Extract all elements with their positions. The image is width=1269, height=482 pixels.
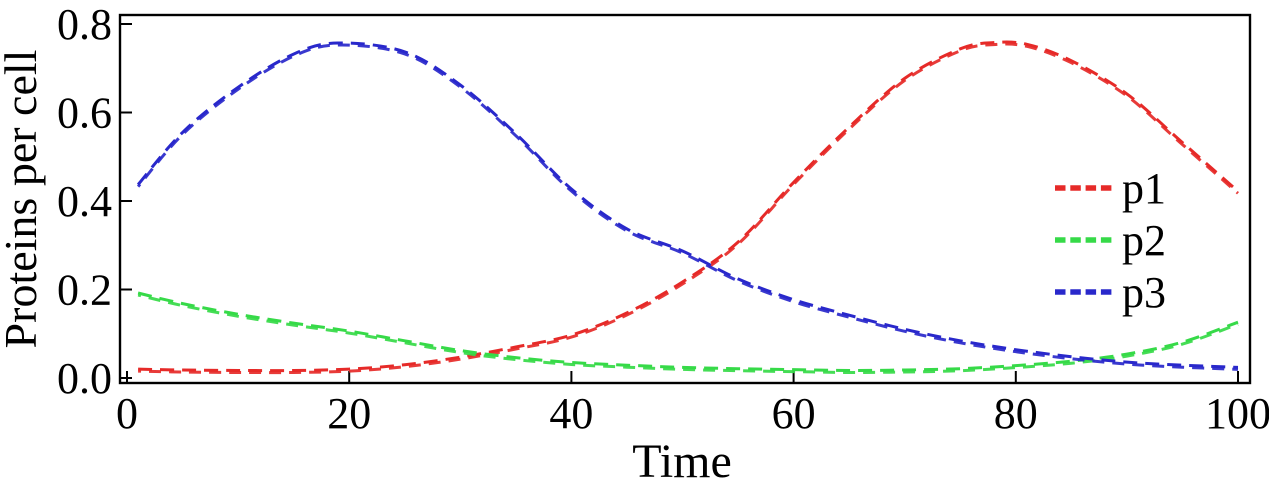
y-tick-label-0.8: 0.8 <box>57 0 112 49</box>
legend-label-p3: p3 <box>1122 268 1166 317</box>
legend-item-p3: p3 <box>1055 268 1166 317</box>
x-tick-label-60: 60 <box>772 389 816 438</box>
plot-frame <box>118 13 1252 385</box>
series-p1-curve <box>138 40 1239 373</box>
series-p3 <box>136 41 1239 371</box>
series-p3-curve-overlay <box>136 43 1239 371</box>
legend-label-p1: p1 <box>1122 164 1166 213</box>
frame-rect <box>118 13 1252 385</box>
series-p2-curve <box>137 291 1239 373</box>
x-tick-label-20: 20 <box>327 389 371 438</box>
x-tick-label-40: 40 <box>549 389 593 438</box>
series-p2 <box>137 291 1239 375</box>
curves <box>136 40 1239 375</box>
x-tick-label-0: 0 <box>116 389 138 438</box>
y-tick-label-0.2: 0.2 <box>57 266 112 315</box>
y-tick-label-0.4: 0.4 <box>57 177 112 226</box>
legend-label-p2: p2 <box>1122 216 1166 265</box>
series-p1 <box>138 40 1239 375</box>
y-tick-label-0.0: 0.0 <box>57 354 112 403</box>
legend-item-p2: p2 <box>1055 216 1166 265</box>
series-p3-curve <box>136 41 1239 369</box>
series-p1-curve-overlay <box>138 42 1239 375</box>
series-p2-curve-overlay <box>137 293 1239 375</box>
y-tick-label-0.6: 0.6 <box>57 89 112 138</box>
legend-item-p1: p1 <box>1055 164 1166 213</box>
x-tick-label-80: 80 <box>994 389 1038 438</box>
x-tick-label-100: 100 <box>1205 389 1269 438</box>
y-axis-label: Proteins per cell <box>0 50 46 349</box>
axis-ticks: 0 20 40 60 80 100 0.0 0.2 0.4 0.6 0.8 <box>57 0 1269 438</box>
x-axis-label: Time <box>632 435 732 482</box>
